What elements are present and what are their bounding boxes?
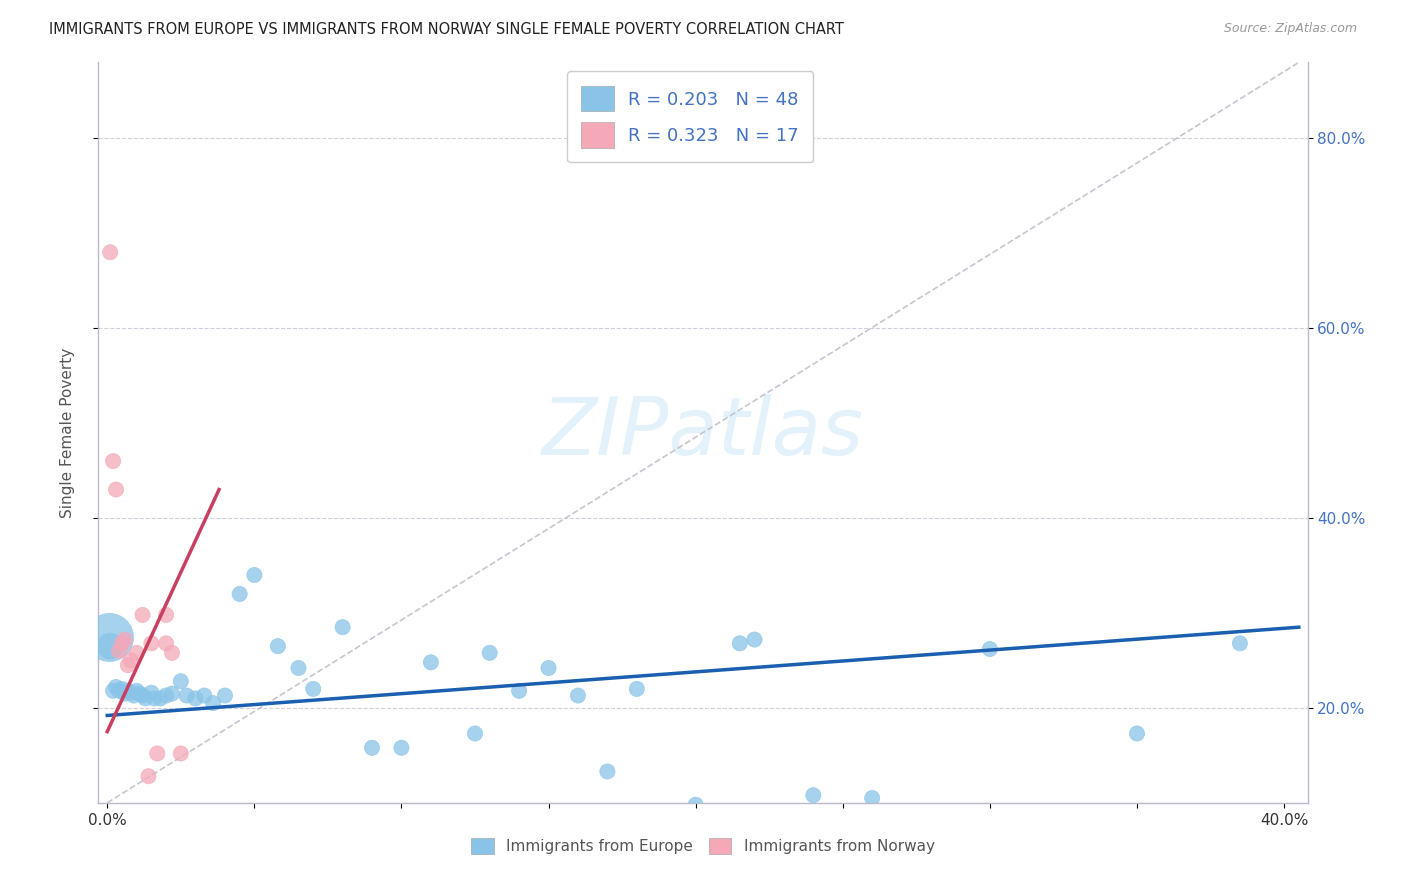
Point <box>146 747 169 761</box>
Point <box>287 661 309 675</box>
Point <box>464 726 486 740</box>
Point <box>155 607 177 622</box>
Text: IMMIGRANTS FROM EUROPE VS IMMIGRANTS FROM NORWAY SINGLE FEMALE POVERTY CORRELATI: IMMIGRANTS FROM EUROPE VS IMMIGRANTS FRO… <box>49 22 844 37</box>
Point <box>105 680 128 694</box>
Point <box>155 689 177 703</box>
Point <box>131 689 153 703</box>
Point <box>117 658 139 673</box>
Point <box>98 639 121 653</box>
Point <box>860 791 883 805</box>
Point <box>214 689 236 703</box>
Point <box>108 644 131 658</box>
Point <box>193 689 215 703</box>
Point <box>267 639 290 653</box>
Point <box>105 483 128 497</box>
Point <box>134 691 156 706</box>
Point <box>138 769 160 783</box>
Point <box>120 653 142 667</box>
Point <box>626 681 648 696</box>
Point <box>1126 726 1149 740</box>
Point <box>202 696 225 710</box>
Point <box>728 636 751 650</box>
Point <box>111 636 134 650</box>
Point <box>131 607 153 622</box>
Point <box>149 691 172 706</box>
Point <box>332 620 354 634</box>
Point <box>108 683 131 698</box>
Point <box>567 689 589 703</box>
Point <box>120 686 142 700</box>
Point <box>391 740 413 755</box>
Point <box>143 691 166 706</box>
Point <box>125 683 148 698</box>
Legend: Immigrants from Europe, Immigrants from Norway: Immigrants from Europe, Immigrants from … <box>464 830 942 862</box>
Point <box>596 764 619 779</box>
Text: Source: ZipAtlas.com: Source: ZipAtlas.com <box>1223 22 1357 36</box>
Point <box>125 646 148 660</box>
Point <box>801 788 824 802</box>
Point <box>101 683 124 698</box>
Point <box>478 646 501 660</box>
Point <box>101 454 124 468</box>
Point <box>979 642 1001 657</box>
Point <box>122 689 145 703</box>
Point <box>170 674 193 689</box>
Point <box>184 691 207 706</box>
Point <box>155 636 177 650</box>
Point <box>1229 636 1251 650</box>
Point <box>176 689 198 703</box>
Point <box>685 797 707 812</box>
Y-axis label: Single Female Poverty: Single Female Poverty <box>60 348 75 517</box>
Point <box>111 681 134 696</box>
Point <box>361 740 384 755</box>
Point <box>128 687 150 701</box>
Point <box>160 687 183 701</box>
Point <box>508 683 530 698</box>
Point <box>160 646 183 660</box>
Point <box>228 587 250 601</box>
Point <box>744 632 766 647</box>
Point <box>114 632 136 647</box>
Point <box>97 630 120 644</box>
Point <box>141 686 163 700</box>
Point <box>302 681 325 696</box>
Point <box>170 747 193 761</box>
Point <box>98 245 121 260</box>
Point <box>419 656 441 670</box>
Text: ZIPatlas: ZIPatlas <box>541 393 865 472</box>
Point <box>537 661 560 675</box>
Point <box>141 636 163 650</box>
Point <box>117 683 139 698</box>
Point <box>114 687 136 701</box>
Point <box>243 568 266 582</box>
